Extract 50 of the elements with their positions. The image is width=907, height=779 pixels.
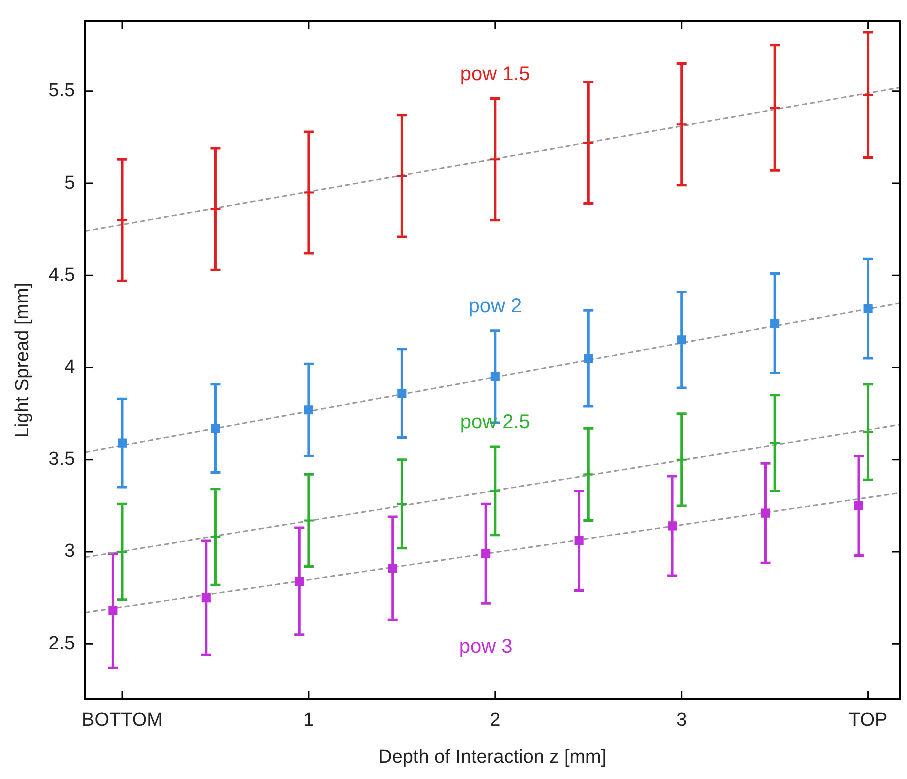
point bbox=[676, 454, 688, 466]
x-tick-label: 2 bbox=[490, 710, 501, 732]
point bbox=[398, 389, 407, 398]
x-tick-label: 3 bbox=[676, 710, 688, 732]
x-tick-label: BOTTOM bbox=[82, 710, 163, 732]
text: pow 2.5 bbox=[460, 412, 530, 434]
point bbox=[582, 468, 595, 481]
point bbox=[677, 336, 686, 345]
point bbox=[761, 508, 770, 518]
point bbox=[202, 594, 211, 603]
text: pow 2 bbox=[468, 295, 522, 318]
point bbox=[396, 170, 408, 182]
point bbox=[489, 485, 502, 498]
point bbox=[304, 406, 314, 415]
point bbox=[584, 354, 594, 364]
y-tick-label: 2.5 bbox=[48, 633, 76, 654]
x-tick-label: 1 bbox=[304, 710, 314, 732]
y-tick-label: 3 bbox=[64, 541, 76, 562]
point bbox=[769, 437, 782, 450]
point bbox=[489, 154, 502, 166]
y-tick-label: 5.5 bbox=[48, 80, 76, 102]
point bbox=[668, 522, 678, 531]
point bbox=[582, 137, 595, 149]
y-tick-label: 4.5 bbox=[48, 264, 76, 286]
text: pow 1.5 bbox=[460, 63, 530, 86]
y-axis-title: Light Spread [mm] bbox=[12, 282, 34, 438]
x-axis-title: Depth of Interaction z [mm] bbox=[378, 746, 607, 768]
point bbox=[211, 424, 220, 434]
point bbox=[770, 319, 780, 328]
y-tick-label: 3.5 bbox=[48, 449, 76, 470]
point bbox=[388, 564, 398, 574]
point bbox=[302, 514, 315, 527]
point bbox=[864, 304, 873, 314]
point bbox=[862, 426, 874, 438]
point bbox=[396, 498, 408, 510]
point bbox=[302, 186, 315, 199]
point bbox=[676, 118, 688, 131]
point bbox=[482, 549, 491, 558]
point bbox=[854, 501, 864, 510]
point bbox=[490, 372, 500, 382]
point bbox=[574, 536, 584, 546]
x-tick-label: TOP bbox=[848, 710, 888, 732]
y-tick-label: 5 bbox=[64, 172, 76, 194]
point bbox=[118, 438, 128, 448]
y-tick-label: 4 bbox=[64, 357, 76, 378]
point bbox=[862, 89, 874, 102]
point bbox=[108, 606, 118, 616]
text: pow 3 bbox=[459, 636, 513, 658]
point bbox=[769, 102, 782, 114]
point bbox=[295, 576, 304, 586]
